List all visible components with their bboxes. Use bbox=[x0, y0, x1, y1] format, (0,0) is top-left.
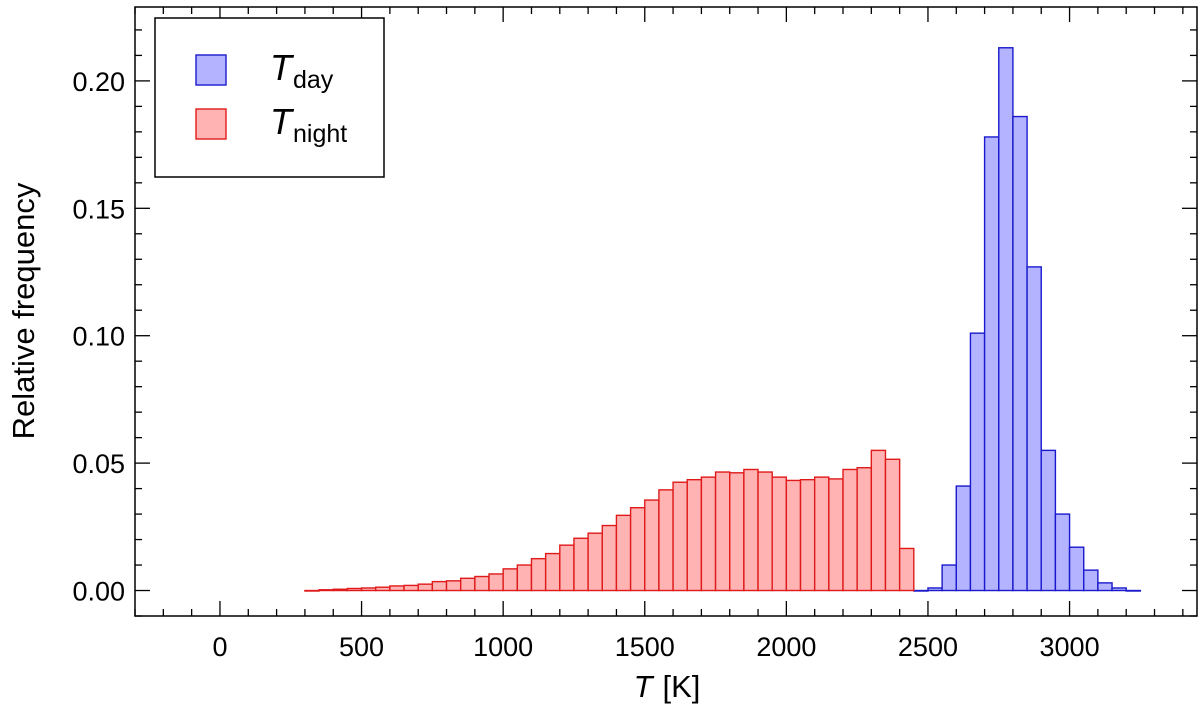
bar-T_day-10 bbox=[1054, 513, 1071, 592]
bar-T_night-14 bbox=[502, 568, 519, 592]
x-tick-label: 0 bbox=[212, 632, 227, 662]
x-axis-label: T [K] bbox=[634, 669, 701, 704]
y-tick-label: 0.20 bbox=[72, 67, 125, 97]
bar-T_day-4 bbox=[969, 332, 986, 592]
bar-T_day-7 bbox=[1012, 115, 1028, 592]
bar-T_night-1 bbox=[318, 589, 334, 592]
legend-item-T_night: Tnight bbox=[195, 101, 347, 148]
bar-T_day-11 bbox=[1068, 546, 1085, 592]
tick-labels-layer: 0 500 1000 1500 2000 2500 3000 0.00 0.05 0.10 0.15… bbox=[72, 67, 1099, 662]
bar-T_night-38 bbox=[842, 468, 858, 592]
bar-T_night-20 bbox=[587, 532, 603, 592]
bar-T_day-13 bbox=[1097, 582, 1113, 592]
bar-T_night-32 bbox=[757, 471, 773, 592]
bar-T_day-1 bbox=[927, 587, 943, 592]
bar-T_night-15 bbox=[516, 564, 533, 592]
bar-T_night-7 bbox=[403, 584, 419, 592]
bar-T_night-8 bbox=[417, 583, 434, 592]
legend-box bbox=[154, 17, 385, 178]
bar-T_night-2 bbox=[332, 588, 349, 592]
legend-item-T_day: Tday bbox=[195, 47, 334, 94]
y-tick-label: 0.15 bbox=[72, 194, 125, 224]
bar-T_night-6 bbox=[389, 585, 405, 592]
legend-swatch-T_day bbox=[195, 54, 227, 86]
series-T_day bbox=[913, 47, 1142, 592]
bar-T_night-11 bbox=[459, 577, 476, 592]
bar-T_day-5 bbox=[983, 136, 1000, 592]
bar-T_night-19 bbox=[573, 537, 589, 592]
x-tick-label: 1000 bbox=[473, 632, 533, 662]
bar-T_day-8 bbox=[1026, 266, 1042, 592]
bar-T_night-5 bbox=[375, 586, 391, 592]
bar-T_night-18 bbox=[559, 544, 575, 592]
series-T_night bbox=[304, 449, 915, 592]
bar-T_night-26 bbox=[672, 481, 688, 592]
bar-T_night-4 bbox=[360, 587, 377, 592]
bar-T_night-25 bbox=[658, 489, 674, 592]
bar-T_day-6 bbox=[998, 47, 1014, 592]
bar-T_night-3 bbox=[346, 587, 363, 592]
bar-T_night-10 bbox=[445, 580, 462, 592]
bar-T_night-39 bbox=[856, 466, 873, 592]
bar-T_night-35 bbox=[799, 478, 816, 592]
y-tick-label: 0.05 bbox=[72, 449, 125, 479]
bar-T_night-31 bbox=[743, 468, 759, 592]
x-tick-label: 2500 bbox=[898, 632, 958, 662]
bar-T_night-9 bbox=[431, 580, 448, 592]
bar-T_night-22 bbox=[615, 514, 632, 592]
bar-T_night-16 bbox=[530, 557, 547, 592]
bar-T_day-15 bbox=[1125, 589, 1142, 592]
bar-T_night-33 bbox=[771, 476, 788, 592]
bar-T_night-34 bbox=[785, 479, 802, 592]
x-axis-symbol: T bbox=[634, 669, 655, 704]
x-tick-label: 3000 bbox=[1040, 632, 1100, 662]
bar-T_night-37 bbox=[828, 478, 844, 592]
bar-T_day-3 bbox=[955, 485, 972, 592]
x-tick-label: 1500 bbox=[615, 632, 675, 662]
legend: Tday Tnight bbox=[154, 17, 385, 178]
bar-T_day-2 bbox=[941, 564, 957, 592]
bar-T_night-27 bbox=[686, 478, 703, 592]
bar-T_night-30 bbox=[729, 472, 745, 592]
bar-T_night-36 bbox=[813, 476, 830, 592]
x-tick-label: 500 bbox=[339, 632, 384, 662]
bar-T_night-12 bbox=[474, 575, 490, 592]
bar-T_day-9 bbox=[1040, 449, 1057, 592]
bar-T_night-42 bbox=[898, 547, 915, 592]
bar-T_night-41 bbox=[884, 458, 901, 592]
bar-T_night-29 bbox=[714, 471, 731, 592]
x-axis-unit: [K] bbox=[663, 669, 701, 704]
bar-T_night-23 bbox=[629, 507, 646, 592]
bar-T_night-21 bbox=[601, 524, 618, 592]
legend-swatch-T_night bbox=[195, 108, 227, 140]
bar-T_night-13 bbox=[488, 573, 504, 592]
y-tick-label: 0.10 bbox=[72, 322, 125, 352]
plot-frame bbox=[134, 6, 1198, 617]
legend-label-T_day: Tday bbox=[270, 47, 334, 94]
bar-T_day-0 bbox=[913, 589, 929, 592]
y-tick-label: 0.00 bbox=[72, 577, 125, 607]
legend-label-T_night: Tnight bbox=[270, 101, 347, 148]
bar-T_night-17 bbox=[544, 552, 561, 592]
bar-T_day-14 bbox=[1111, 587, 1127, 592]
bar-T_night-0 bbox=[304, 589, 320, 592]
y-axis-label: Relative frequency bbox=[6, 182, 41, 439]
bar-T_day-12 bbox=[1083, 569, 1099, 592]
x-tick-label: 2000 bbox=[756, 632, 816, 662]
bar-T_night-40 bbox=[870, 449, 887, 592]
bars-layer bbox=[304, 47, 1142, 592]
bar-T_night-24 bbox=[644, 499, 660, 592]
bar-T_night-28 bbox=[700, 476, 717, 592]
